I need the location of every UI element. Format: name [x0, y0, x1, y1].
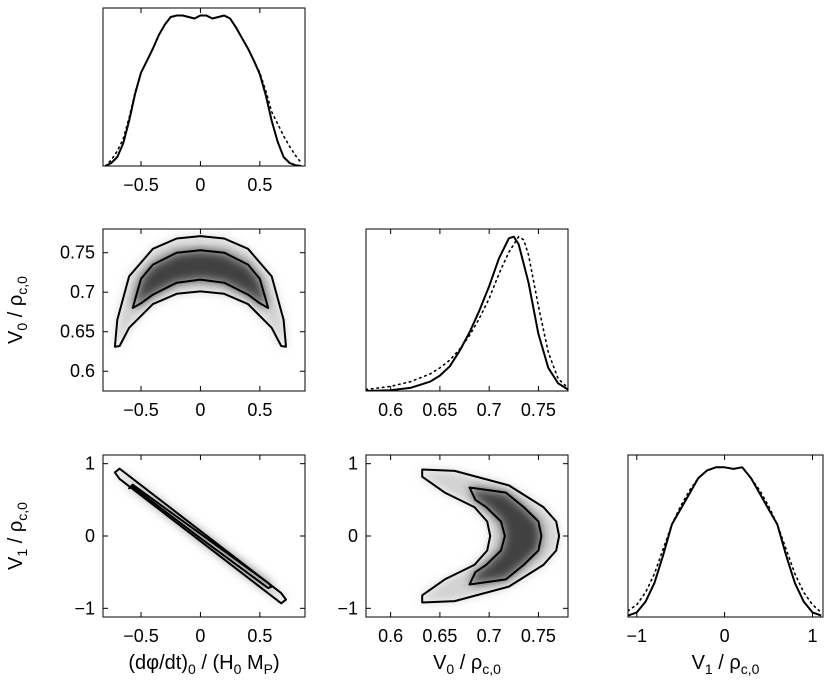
x-tick-label: 0.75: [521, 626, 556, 646]
axis-label-text: (dφ/dt): [128, 652, 188, 674]
y-tick-label: 0.65: [60, 322, 95, 342]
contour-inner: [128, 483, 273, 590]
plot-area: [113, 235, 287, 348]
x-tick-label: 0.7: [477, 400, 502, 420]
contour-inner: [131, 249, 270, 309]
y-tick-label: −1: [74, 598, 95, 618]
y-tick-label: 0.75: [60, 243, 95, 263]
x-tick-label: 1: [807, 626, 817, 646]
plot-area: [421, 468, 561, 604]
x-tick-label: 0.5: [247, 626, 272, 646]
axis-label-text: ): [273, 652, 280, 674]
axis-label-subscript: P: [264, 661, 273, 677]
plot-area: [104, 14, 303, 166]
x-tick-label: 0: [195, 626, 205, 646]
axis-label-text: M: [241, 652, 263, 674]
axis-label-subscript: 1: [14, 549, 30, 557]
x-tick-label: 0.65: [422, 626, 457, 646]
x-tick-label: −0.5: [123, 400, 159, 420]
series-dotted-line: [104, 14, 303, 166]
x-tick-label: −0.5: [123, 626, 159, 646]
x-tick-label: 0.5: [247, 175, 272, 195]
axis-label-text: / ρ: [5, 521, 27, 549]
axis-label-subscript: 0: [446, 661, 454, 677]
axis-label-subscript: 0: [234, 661, 242, 677]
series-solid-line: [366, 235, 568, 391]
y-tick-label: 0: [348, 526, 358, 546]
y-tick-label: 0.7: [70, 282, 95, 302]
axis-label-text: V: [692, 652, 706, 674]
axis-label-subscript: c,0: [741, 661, 760, 677]
plot-area: [366, 235, 568, 391]
contour-inner: [468, 486, 543, 586]
contour-outer: [113, 235, 287, 348]
y-tick-label: 1: [85, 454, 95, 474]
panel-p31: −0.5 0 0.5−101(dφ/dt)0 / (H0 MP)V1 / ρc,0: [5, 454, 306, 677]
x-tick-label: 0.75: [521, 400, 556, 420]
x-tick-label: 0.65: [422, 400, 457, 420]
plot-area: [628, 466, 822, 617]
x-tick-label: 0: [195, 175, 205, 195]
axis-label-text: / ρ: [454, 652, 482, 674]
x-tick-label: 0.6: [378, 400, 403, 420]
contour-outer: [113, 467, 287, 605]
panel-p33: −1 0 1V1 / ρc,0: [627, 454, 824, 677]
axis-label-subscript: c,0: [14, 276, 30, 295]
axis-label-subscript: c,0: [14, 502, 30, 521]
axis-label-text: V: [433, 652, 447, 674]
y-tick-label: 0: [85, 526, 95, 546]
panel-p22: 0.6 0.65 0.7 0.75: [365, 228, 569, 420]
axis-label-subscript: 1: [705, 661, 713, 677]
axis-label-subscript: c,0: [482, 661, 501, 677]
plot-area: [113, 467, 287, 605]
x-tick-label: 0: [195, 400, 205, 420]
y-axis-label: V0 / ρc,0: [5, 276, 30, 344]
x-axis-label: V0 / ρc,0: [433, 652, 501, 677]
axes-frame: [365, 228, 569, 392]
axes-frame: [102, 7, 306, 167]
axis-label-text: V: [5, 556, 27, 570]
axes-frame: [102, 228, 306, 392]
x-tick-label: −1: [627, 626, 648, 646]
x-tick-label: 0.7: [477, 626, 502, 646]
axis-label-text: V: [5, 330, 27, 344]
x-tick-label: −0.5: [123, 175, 159, 195]
axis-label-text: / (H: [196, 652, 234, 674]
series-solid-line: [628, 466, 822, 617]
x-tick-label: 0.6: [378, 626, 403, 646]
y-axis-label: V1 / ρc,0: [5, 502, 30, 570]
y-tick-label: 1: [348, 454, 358, 474]
axis-label-subscript: 0: [14, 323, 30, 331]
axis-label-text: / ρ: [5, 295, 27, 323]
series-dotted-line: [628, 466, 822, 614]
axis-label-subscript: 0: [188, 661, 196, 677]
x-tick-label: 0.5: [247, 400, 272, 420]
y-tick-label: 0.6: [70, 361, 95, 381]
contour-outer: [421, 468, 561, 604]
x-axis-label: V1 / ρc,0: [692, 652, 760, 677]
x-tick-label: 0: [720, 626, 730, 646]
series-dotted-line: [366, 235, 568, 391]
axis-label-text: / ρ: [713, 652, 741, 674]
panel-p11: −0.5 0 0.5: [102, 7, 306, 195]
axes-frame: [627, 454, 824, 618]
x-axis-label: (dφ/dt)0 / (H0 MP): [128, 652, 279, 677]
y-tick-label: −1: [337, 598, 358, 618]
